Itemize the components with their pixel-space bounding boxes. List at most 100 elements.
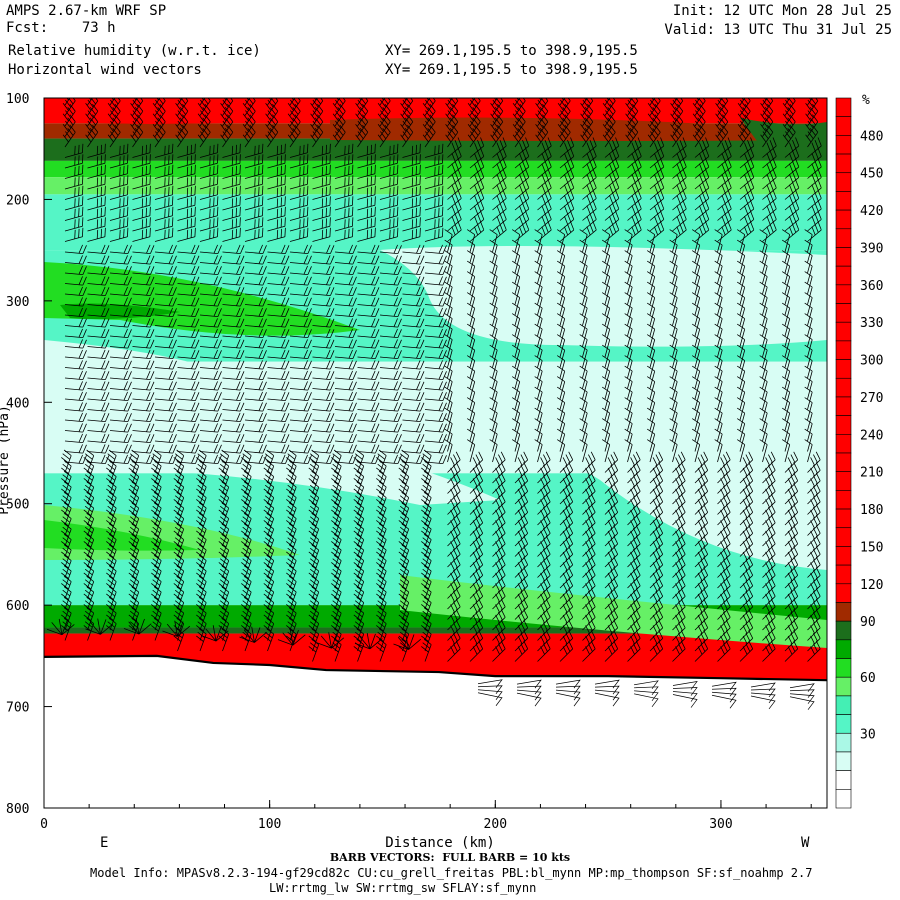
wind-barb bbox=[379, 255, 402, 265]
wind-barb bbox=[604, 221, 620, 242]
colorbar-cell bbox=[835, 209, 852, 230]
wind-barb bbox=[199, 255, 222, 265]
wind-barb bbox=[109, 444, 132, 454]
wind-barb bbox=[739, 158, 755, 179]
wind-barb bbox=[402, 318, 425, 328]
wind-barb bbox=[222, 444, 245, 454]
wind-barb bbox=[87, 391, 110, 401]
wind-barb bbox=[154, 444, 177, 454]
wind-barb bbox=[804, 439, 813, 463]
model-title: AMPS 2.67-km WRF SP bbox=[6, 3, 167, 19]
wind-barb bbox=[244, 328, 267, 338]
wind-barb bbox=[205, 628, 217, 642]
wind-barb bbox=[109, 328, 132, 338]
wind-barb bbox=[739, 210, 755, 232]
wind-barb bbox=[177, 143, 196, 158]
wind-barb bbox=[251, 626, 255, 643]
wind-barb bbox=[199, 227, 219, 242]
wind-barb bbox=[289, 286, 312, 296]
wind-barb bbox=[402, 444, 425, 454]
wind-barb bbox=[154, 255, 177, 265]
wind-barb bbox=[332, 124, 346, 148]
wind-barb bbox=[254, 627, 261, 643]
colorbar-cell bbox=[835, 172, 852, 192]
wind-barb bbox=[535, 98, 549, 116]
wind-barb bbox=[649, 210, 665, 232]
wind-barb bbox=[87, 349, 110, 359]
wind-barb bbox=[807, 200, 822, 221]
wind-barb bbox=[672, 158, 687, 179]
wind-barb bbox=[469, 137, 485, 158]
wind-barb bbox=[289, 391, 312, 401]
wind-barb bbox=[312, 255, 335, 265]
wind-barb bbox=[109, 360, 132, 370]
wind-barb bbox=[199, 412, 222, 422]
barb-vectors-note: BARB VECTORS: FULL BARB = 10 kts bbox=[329, 851, 571, 864]
wind-barb bbox=[109, 433, 132, 443]
wind-barb bbox=[334, 164, 354, 179]
wind-barb bbox=[357, 286, 380, 296]
wind-barb bbox=[737, 98, 751, 116]
wind-barb bbox=[242, 98, 256, 116]
wind-barb bbox=[559, 179, 575, 200]
wind-barb bbox=[85, 103, 99, 127]
wind-barb bbox=[51, 622, 63, 635]
wind-barb bbox=[379, 381, 402, 391]
wind-barb bbox=[357, 318, 380, 328]
wind-barb bbox=[199, 307, 222, 317]
wind-barb bbox=[267, 265, 290, 275]
wind-barb bbox=[289, 227, 309, 242]
wind-barb bbox=[334, 381, 357, 391]
wind-barb bbox=[64, 255, 87, 265]
wind-barb bbox=[424, 175, 444, 190]
wind-barb bbox=[152, 98, 166, 116]
wind-barb bbox=[789, 696, 815, 710]
wind-barb bbox=[220, 103, 234, 127]
colorbar-cell bbox=[835, 490, 852, 510]
wind-barb bbox=[717, 179, 732, 200]
wind-barb bbox=[87, 360, 110, 370]
wind-barb bbox=[377, 114, 391, 137]
wind-barb bbox=[265, 98, 279, 116]
wind-barb bbox=[807, 640, 821, 662]
wind-barb bbox=[289, 381, 312, 391]
wind-barb bbox=[220, 124, 234, 148]
wind-barb bbox=[580, 103, 594, 127]
colorbar-label: 90 bbox=[860, 615, 876, 630]
rh-green-lower-core bbox=[44, 520, 200, 551]
wind-barb bbox=[109, 265, 132, 275]
wind-barb bbox=[782, 103, 796, 127]
rh-band-green bbox=[44, 160, 827, 178]
wind-barb bbox=[107, 98, 121, 116]
wind-barb bbox=[739, 189, 755, 211]
colorbar-cell bbox=[835, 452, 852, 472]
wind-barb bbox=[132, 318, 155, 328]
wind-barb bbox=[334, 185, 354, 200]
terrain-line bbox=[44, 654, 827, 682]
wind-barb bbox=[807, 137, 822, 158]
wind-barb bbox=[130, 124, 144, 148]
wind-barb bbox=[537, 189, 552, 211]
wind-barb bbox=[177, 276, 200, 286]
wind-barb bbox=[177, 217, 196, 232]
wind-barb bbox=[289, 297, 312, 307]
wind-barb bbox=[334, 175, 354, 190]
wind-barb bbox=[199, 360, 222, 370]
wind-barb bbox=[334, 328, 357, 338]
colorbar-cell bbox=[835, 415, 852, 435]
wind-barb bbox=[760, 114, 774, 137]
wind-barb bbox=[424, 286, 447, 296]
wind-barb bbox=[762, 168, 777, 190]
wind-barb bbox=[243, 629, 255, 643]
wind-barb bbox=[377, 98, 391, 116]
wind-barb bbox=[447, 221, 462, 242]
wind-barb bbox=[87, 412, 110, 422]
wind-barb bbox=[514, 210, 530, 232]
wind-barb bbox=[222, 265, 245, 275]
wind-barb bbox=[402, 164, 421, 179]
wind-barb bbox=[424, 349, 447, 359]
wind-barb bbox=[244, 244, 267, 254]
wind-barb bbox=[197, 114, 211, 137]
wind-barb bbox=[511, 439, 521, 463]
wind-barb bbox=[762, 179, 777, 200]
